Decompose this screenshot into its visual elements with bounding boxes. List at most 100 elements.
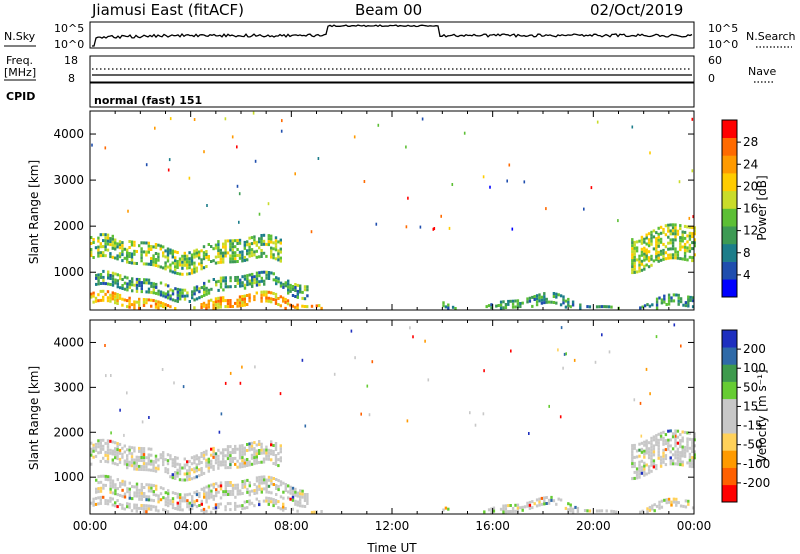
scatter-cell bbox=[152, 254, 155, 258]
scatter-cell bbox=[270, 458, 273, 462]
colorbar-tick-label: -200 bbox=[743, 476, 770, 490]
scatter-cell bbox=[241, 456, 244, 460]
scatter-cell bbox=[210, 447, 213, 451]
scatter-cell bbox=[118, 448, 122, 452]
scatter-cell bbox=[202, 471, 206, 475]
scatter-cell bbox=[107, 276, 110, 280]
scatter-cell bbox=[229, 508, 232, 512]
scatter-cell bbox=[676, 453, 680, 457]
scatter-cell bbox=[212, 485, 215, 489]
scatter-cell bbox=[258, 212, 261, 216]
scatter-cell bbox=[277, 297, 280, 300]
power-ylabel: Slant Range [km] bbox=[27, 160, 41, 264]
scatter-cell bbox=[99, 298, 102, 302]
scatter-cell bbox=[633, 446, 636, 450]
scatter-cell bbox=[540, 301, 544, 305]
scatter-cell bbox=[219, 279, 223, 283]
scatter-cell bbox=[154, 126, 156, 130]
scatter-cell bbox=[166, 247, 170, 251]
scatter-cell bbox=[272, 450, 275, 453]
scatter-cell bbox=[176, 260, 179, 263]
scatter-cell bbox=[255, 277, 259, 281]
scatter-cell bbox=[667, 438, 670, 442]
velocity-colorbar-cells bbox=[722, 330, 737, 503]
scatter-cell bbox=[119, 408, 121, 412]
scatter-cell bbox=[111, 479, 115, 483]
scatter-cell bbox=[291, 294, 295, 297]
scatter-cell bbox=[205, 303, 208, 307]
scatter-cell bbox=[600, 305, 604, 309]
scatter-cell bbox=[607, 305, 611, 309]
scatter-cell bbox=[152, 463, 155, 467]
scatter-cell bbox=[463, 131, 466, 135]
scatter-cell bbox=[679, 224, 682, 228]
scatter-cell bbox=[207, 288, 211, 292]
scatter-cell bbox=[260, 478, 263, 482]
colorbar-segment bbox=[722, 416, 737, 434]
scatter-cell bbox=[109, 237, 112, 241]
velocity-scatter-cells bbox=[90, 323, 696, 514]
scatter-cell bbox=[171, 503, 175, 507]
scatter-cell bbox=[650, 233, 653, 237]
scatter-cell bbox=[179, 493, 182, 497]
scatter-cell bbox=[140, 491, 143, 495]
scatter-cell bbox=[171, 473, 174, 477]
scatter-cell bbox=[353, 135, 356, 139]
scatter-cell bbox=[681, 430, 684, 434]
scatter-cell bbox=[131, 485, 134, 489]
scatter-cell bbox=[291, 495, 295, 499]
scatter-cell bbox=[360, 412, 362, 416]
scatter-cell bbox=[671, 256, 675, 260]
scatter-cell bbox=[111, 458, 114, 462]
scatter-cell bbox=[633, 464, 636, 468]
scatter-cell bbox=[635, 470, 639, 474]
scatter-cell bbox=[253, 447, 256, 451]
scatter-cell bbox=[174, 268, 177, 272]
scatter-cell bbox=[660, 298, 664, 302]
scatter-cell bbox=[641, 509, 644, 513]
scatter-cell bbox=[155, 285, 158, 289]
scatter-cell bbox=[510, 349, 512, 353]
scatter-cell bbox=[679, 439, 682, 443]
scatter-cell bbox=[688, 234, 692, 238]
scatter-cell bbox=[655, 243, 658, 247]
scatter-cell bbox=[236, 260, 239, 263]
scatter-cell bbox=[511, 506, 515, 510]
scatter-cell bbox=[102, 447, 105, 451]
scatter-cell bbox=[250, 462, 254, 466]
scatter-cell bbox=[97, 251, 100, 255]
scatter-cell bbox=[116, 302, 119, 305]
scatter-cell bbox=[128, 493, 131, 497]
scatter-cell bbox=[650, 469, 653, 473]
scatter-cell bbox=[126, 490, 129, 494]
scatter-cell bbox=[612, 510, 616, 514]
scatter-cell bbox=[638, 442, 641, 446]
scatter-cell bbox=[683, 236, 687, 240]
scatter-cell bbox=[128, 240, 131, 243]
scatter-cell bbox=[664, 257, 668, 261]
scatter-cell bbox=[270, 249, 273, 253]
scatter-cell bbox=[210, 453, 213, 457]
scatter-cell bbox=[217, 240, 220, 244]
scatter-cell bbox=[543, 499, 546, 503]
scatter-cell bbox=[92, 503, 95, 507]
scatter-cell bbox=[557, 348, 559, 352]
scatter-cell bbox=[178, 272, 182, 276]
scatter-cell bbox=[97, 299, 100, 303]
scatter-cell bbox=[145, 301, 148, 305]
scatter-cell bbox=[97, 254, 100, 258]
scatter-cell bbox=[631, 247, 634, 251]
scatter-cell bbox=[212, 303, 215, 307]
scatter-cell bbox=[164, 467, 167, 471]
scatter-cell bbox=[157, 243, 160, 247]
scatter-cell bbox=[214, 503, 218, 507]
scatter-cell bbox=[224, 251, 227, 255]
scatter-cell bbox=[186, 460, 189, 464]
scatter-cell bbox=[660, 301, 664, 305]
scatter-cell bbox=[97, 236, 100, 240]
scatter-cell bbox=[691, 169, 694, 173]
scatter-cell bbox=[147, 468, 150, 472]
scatter-cell bbox=[655, 297, 659, 301]
scatter-cell bbox=[643, 255, 646, 259]
scatter-cell bbox=[188, 272, 191, 276]
